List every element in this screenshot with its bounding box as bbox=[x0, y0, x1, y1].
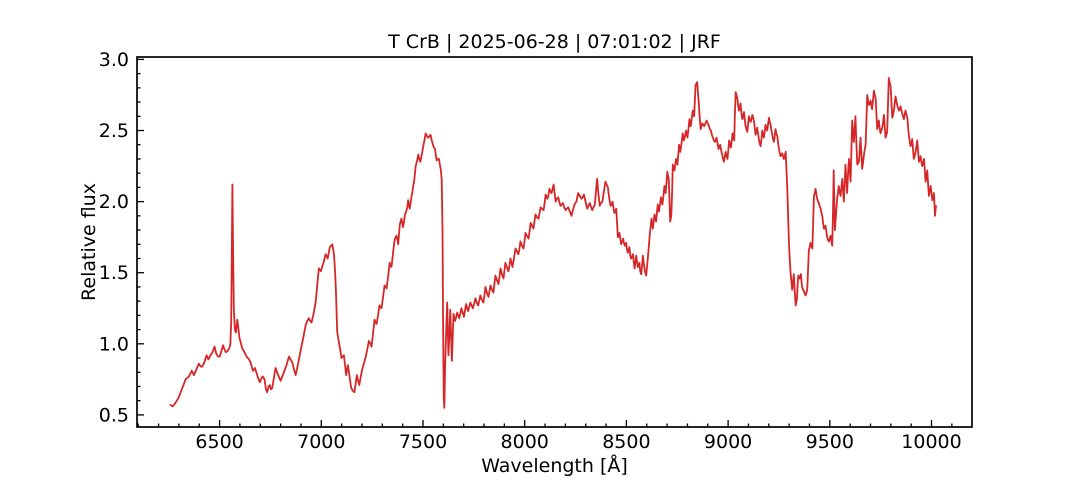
y-tick-label: 1.5 bbox=[99, 262, 129, 284]
x-tick-label: 7000 bbox=[297, 431, 345, 453]
x-tick-label: 8500 bbox=[602, 431, 650, 453]
y-axis-label: Relative flux bbox=[78, 183, 100, 301]
y-tick-label: 2.5 bbox=[99, 120, 129, 142]
y-tick-label: 1.0 bbox=[99, 333, 129, 355]
x-tick-label: 10000 bbox=[901, 431, 961, 453]
y-tick-label: 0.5 bbox=[99, 404, 129, 426]
chart-title: T CrB | 2025-06-28 | 07:01:02 | JRF bbox=[387, 31, 721, 53]
y-tick-label: 3.0 bbox=[99, 49, 129, 71]
x-tick-label: 9500 bbox=[806, 431, 854, 453]
x-tick-label: 6500 bbox=[195, 431, 243, 453]
y-tick-label: 2.0 bbox=[99, 191, 129, 213]
plot-area: 6500 7000 7500 8000 8500 9000 9500 10000 0.5 1.0 1… bbox=[99, 49, 973, 453]
x-axis-label: Wavelength [Å] bbox=[481, 454, 628, 477]
plot-frame bbox=[136, 56, 973, 428]
spectrum-line bbox=[169, 77, 937, 409]
x-tick-label: 9000 bbox=[704, 431, 752, 453]
x-tick-label: 7500 bbox=[399, 431, 447, 453]
x-tick-label: 8000 bbox=[501, 431, 549, 453]
